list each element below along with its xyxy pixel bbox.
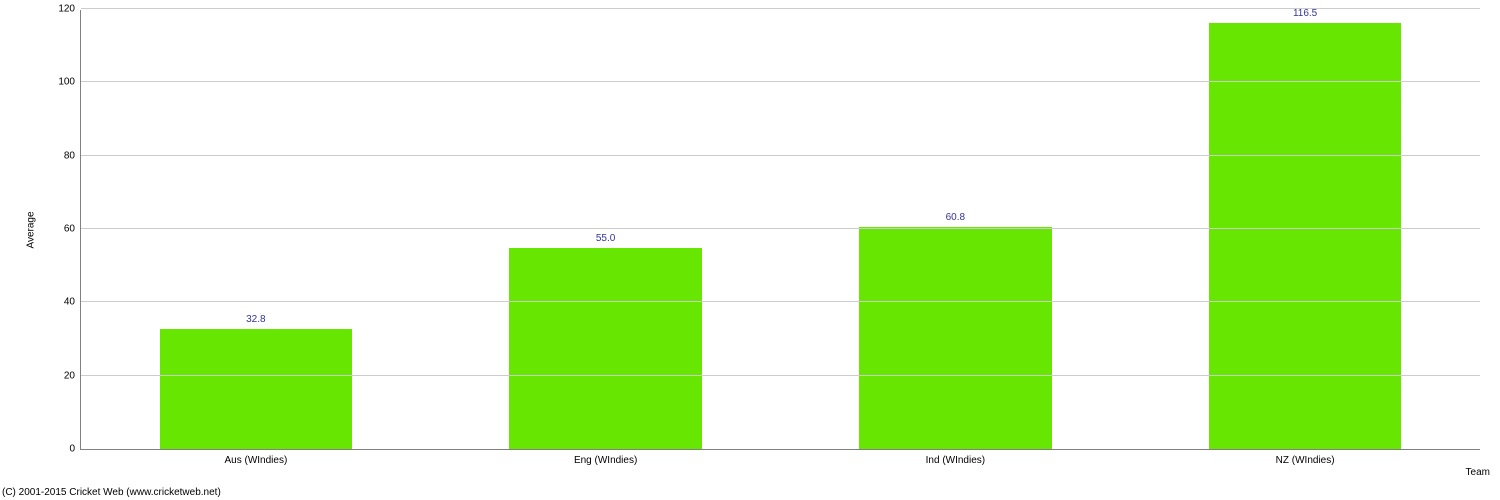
- chart: Average 32.8Aus (WIndies)55.0Eng (WIndie…: [0, 0, 1500, 500]
- y-tick-label: 20: [64, 370, 81, 381]
- bar: 60.8: [859, 227, 1051, 449]
- copyright-credit: (C) 2001-2015 Cricket Web (www.cricketwe…: [2, 487, 221, 498]
- y-tick-label: 0: [69, 444, 81, 455]
- bar-slot: 60.8Ind (WIndies): [781, 10, 1131, 449]
- gridline: [81, 228, 1480, 229]
- bar: 55.0: [509, 248, 701, 449]
- bar-value-label: 32.8: [246, 314, 265, 329]
- y-tick-label: 80: [64, 150, 81, 161]
- gridline: [81, 8, 1480, 9]
- gridline: [81, 155, 1480, 156]
- x-tick-label: Eng (WIndies): [574, 449, 637, 466]
- bars-container: 32.8Aus (WIndies)55.0Eng (WIndies)60.8In…: [81, 10, 1480, 449]
- bar-slot: 32.8Aus (WIndies): [81, 10, 431, 449]
- plot-area: Average 32.8Aus (WIndies)55.0Eng (WIndie…: [80, 10, 1480, 450]
- bar-slot: 116.5NZ (WIndies): [1130, 10, 1480, 449]
- bar-value-label: 55.0: [596, 233, 615, 248]
- gridline: [81, 81, 1480, 82]
- y-tick-label: 40: [64, 297, 81, 308]
- y-tick-label: 60: [64, 224, 81, 235]
- gridline: [81, 301, 1480, 302]
- gridline: [81, 375, 1480, 376]
- y-tick-label: 120: [58, 4, 81, 15]
- x-tick-label: Ind (WIndies): [926, 449, 985, 466]
- bar: 116.5: [1209, 23, 1401, 449]
- bar-value-label: 60.8: [946, 212, 965, 227]
- x-axis-title: Team: [1466, 467, 1490, 478]
- x-tick-label: Aus (WIndies): [224, 449, 287, 466]
- y-tick-label: 100: [58, 77, 81, 88]
- bar: 32.8: [160, 329, 352, 449]
- bar-slot: 55.0Eng (WIndies): [431, 10, 781, 449]
- y-axis-title: Average: [26, 211, 37, 248]
- bar-value-label: 116.5: [1293, 8, 1317, 23]
- x-tick-label: NZ (WIndies): [1276, 449, 1335, 466]
